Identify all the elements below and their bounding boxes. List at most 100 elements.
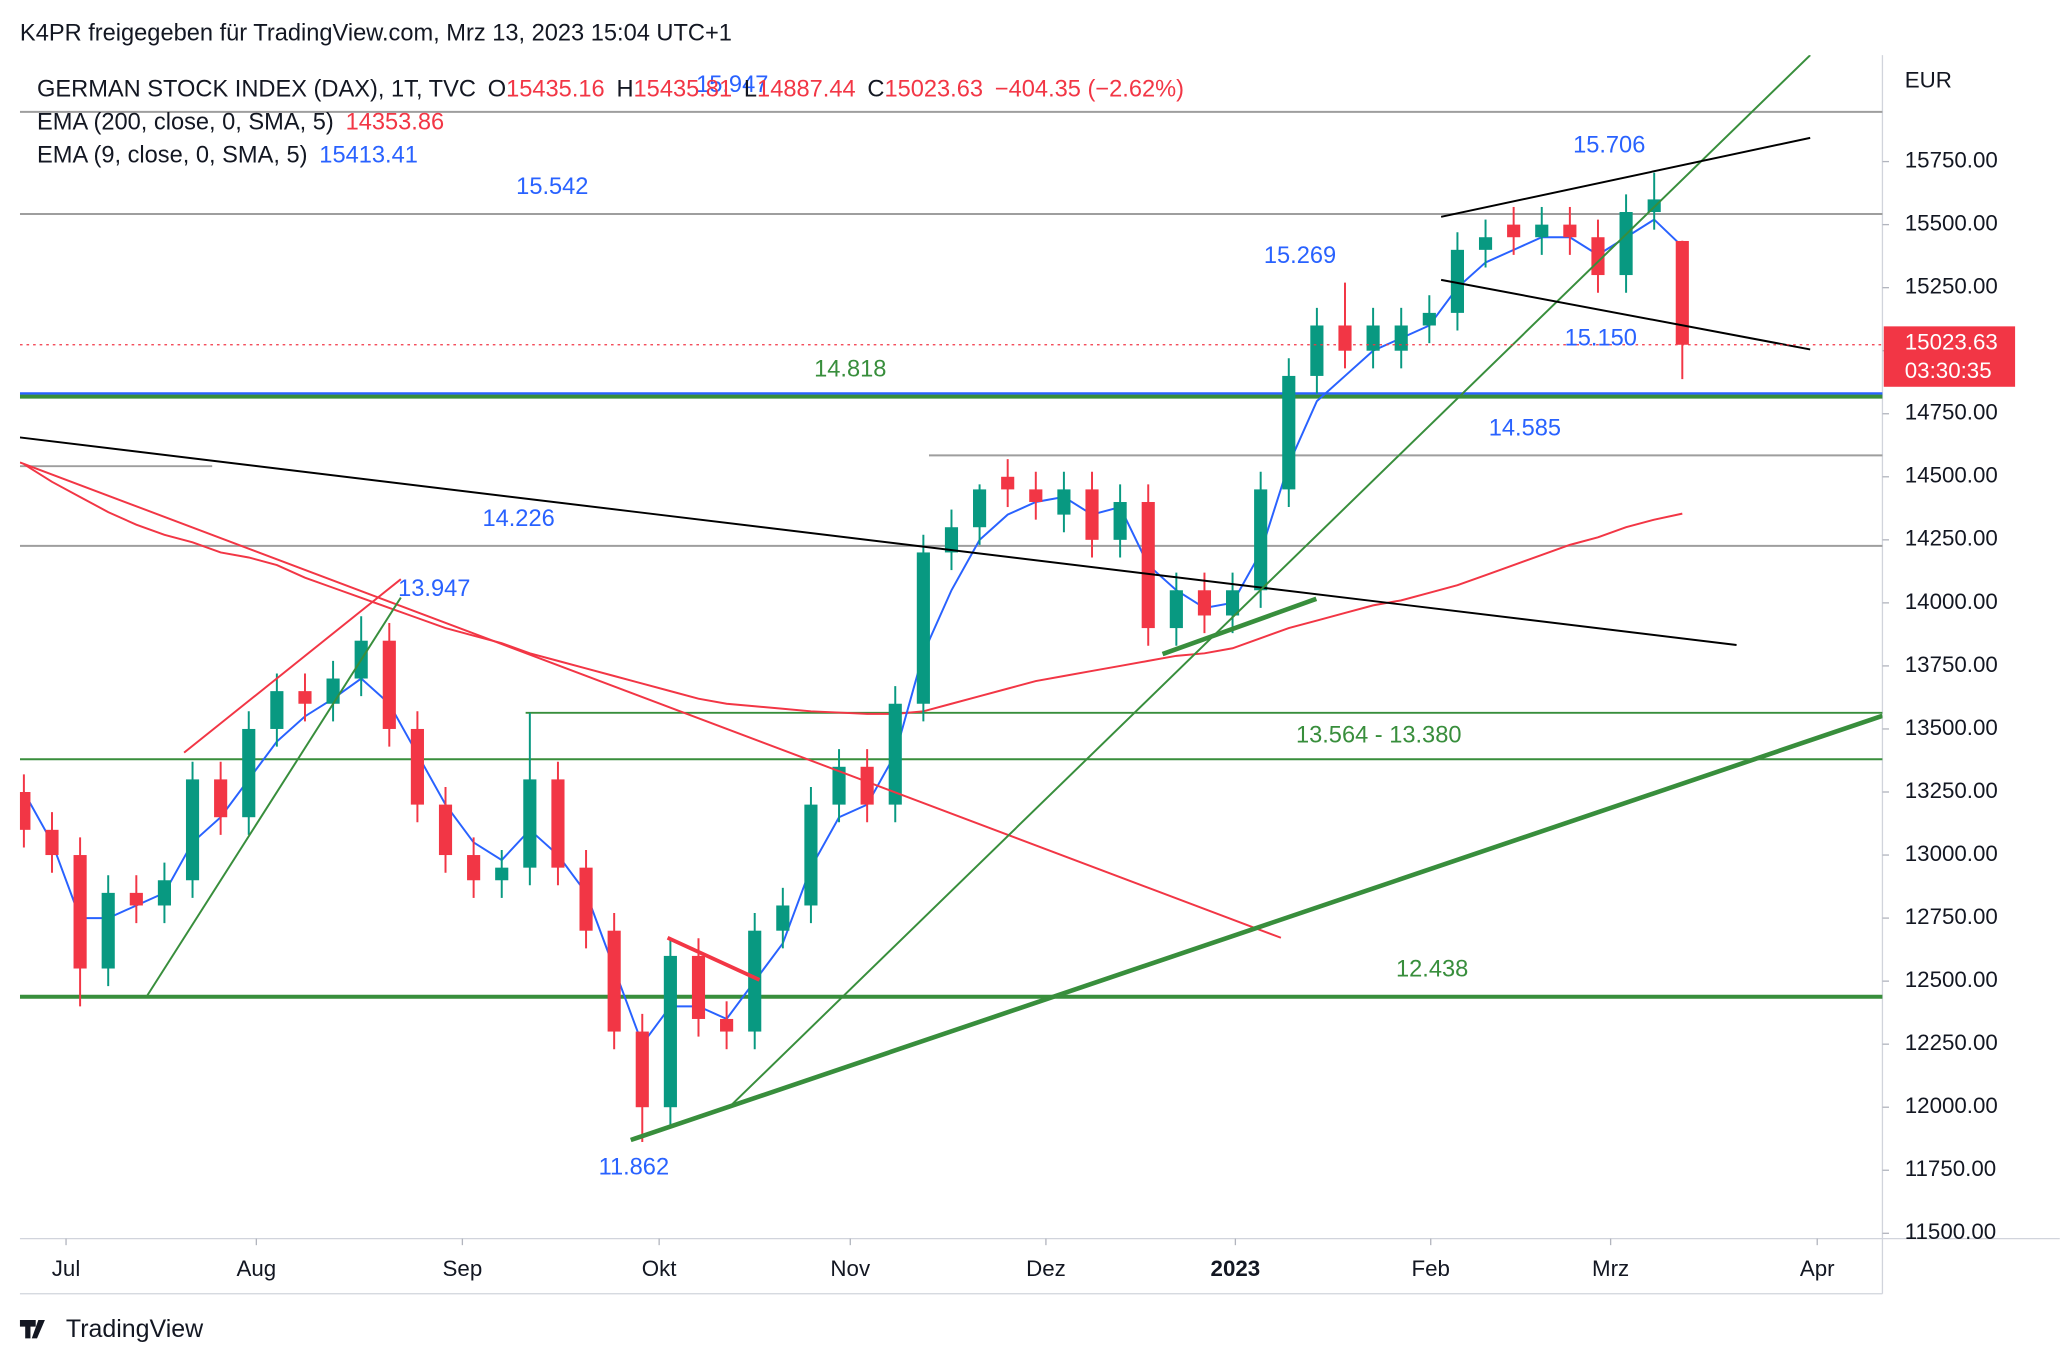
plot — [19, 55, 1883, 1143]
candle-body — [1450, 249, 1464, 313]
legend-text: 15435.81 — [634, 77, 733, 103]
candle-body — [73, 855, 87, 969]
candle-body — [720, 1018, 734, 1032]
trendline — [1440, 136, 1811, 218]
candle-body — [1225, 590, 1240, 616]
legend-text: 14353.86 — [346, 110, 445, 136]
annotation: 13.564 - 13.380 — [1296, 722, 1462, 748]
candle-body — [1282, 375, 1296, 490]
annotation: 15.706 — [1573, 133, 1645, 159]
candle-body — [1619, 212, 1633, 276]
legend-text: EMA (200, close, 0, SMA, 5) — [37, 110, 334, 136]
candle-body — [523, 779, 537, 868]
legend-text: −404.35 (−2.62%) — [995, 77, 1184, 103]
candle-body — [579, 867, 593, 931]
candle-body — [1535, 224, 1549, 238]
trendline — [1161, 596, 1318, 657]
candle-body — [551, 779, 565, 868]
candle-body — [1310, 325, 1324, 376]
y-tick-label: 12750.00 — [1905, 904, 1998, 929]
x-tick-label: Apr — [1800, 1256, 1835, 1281]
trendline — [146, 597, 402, 997]
candle-body — [1675, 240, 1689, 345]
legend-text: O — [488, 77, 506, 103]
candle-body — [1141, 502, 1155, 629]
candle-body — [242, 728, 256, 818]
candle-body — [888, 703, 902, 805]
annotation: 15.542 — [516, 174, 588, 200]
candle-body — [804, 804, 818, 906]
candle-body — [382, 640, 396, 729]
legend-text: 15413.41 — [319, 143, 418, 169]
x-tick-label: Aug — [236, 1256, 276, 1281]
annotation: 13.947 — [398, 576, 470, 602]
x-tick-label: Jul — [52, 1256, 81, 1281]
candle-body — [1197, 590, 1212, 616]
candle-body — [916, 552, 930, 704]
x-tick-label: Mrz — [1592, 1256, 1629, 1281]
candle-body — [973, 489, 987, 528]
candle-body — [691, 955, 706, 1019]
trendline — [19, 436, 1737, 646]
legend-text: 14887.44 — [757, 77, 856, 103]
candle-body — [157, 880, 171, 906]
candle-body — [45, 829, 59, 856]
trendline — [666, 935, 761, 982]
candle-body — [101, 892, 115, 969]
legend-line: GERMAN STOCK INDEX (DAX), 1T, TVC O 15435.… — [37, 77, 1184, 103]
candle-body — [1394, 325, 1408, 351]
candle-body — [326, 678, 340, 704]
x-tick-label: Okt — [642, 1256, 678, 1281]
y-tick-label: 11750.00 — [1905, 1156, 1996, 1181]
trendline — [183, 578, 402, 754]
candle-body — [1478, 237, 1493, 250]
y-tick-label: 15750.00 — [1905, 147, 1998, 172]
candle-body — [467, 855, 481, 881]
candle-body — [298, 691, 312, 704]
legend-line: EMA (200, close, 0, SMA, 5) 14353.86 — [37, 110, 444, 136]
x-tick-label: 2023 — [1211, 1256, 1261, 1281]
legend-text: H — [616, 77, 633, 103]
candle-body — [1029, 489, 1043, 503]
candle-body — [19, 792, 31, 830]
currency: EUR — [1905, 67, 1952, 92]
candle-body — [1507, 224, 1521, 238]
y-tick-label: 15250.00 — [1905, 274, 1998, 299]
y-tick-label: 11500.00 — [1905, 1219, 1996, 1244]
price-label-box — [1883, 326, 2016, 387]
annotation: 15.269 — [1264, 243, 1336, 269]
annotation: 14.585 — [1489, 415, 1561, 441]
ema-line — [23, 463, 1683, 715]
candle-body — [635, 1031, 649, 1108]
y-tick-label: 12500.00 — [1905, 967, 1998, 992]
legend-text: GERMAN STOCK INDEX (DAX), 1T, TVC — [37, 77, 476, 103]
candle-body — [1057, 489, 1071, 515]
candle-body — [1563, 224, 1577, 238]
legend-text: 15023.63 — [884, 77, 983, 103]
candle-body — [438, 804, 453, 856]
logo — [19, 1320, 45, 1339]
candle-body — [607, 930, 621, 1032]
x-tick-label: Dez — [1026, 1256, 1066, 1281]
trendline — [630, 713, 1883, 1143]
y-tick-label: 13500.00 — [1905, 715, 1998, 740]
y-tick-label: 14000.00 — [1905, 589, 1998, 614]
candle-body — [410, 728, 424, 805]
y-tick-label: 12250.00 — [1905, 1030, 1998, 1055]
candle-body — [270, 691, 284, 729]
trendline — [728, 55, 1811, 1108]
y-tick-label: 13750.00 — [1905, 652, 1998, 677]
candle-body — [129, 892, 143, 906]
y-tick-label: 14250.00 — [1905, 526, 1998, 551]
candle-body — [860, 766, 874, 805]
candle-body — [1085, 489, 1099, 540]
candle-body — [1254, 489, 1268, 591]
countdown: 03:30:35 — [1905, 358, 1992, 383]
candle-body — [1338, 325, 1352, 351]
annotation: 15.150 — [1565, 325, 1637, 351]
header: K4PR freigegeben für TradingView.com, Mr… — [20, 20, 732, 46]
annotation: 15.947 — [696, 72, 768, 98]
candle-body — [214, 779, 228, 818]
